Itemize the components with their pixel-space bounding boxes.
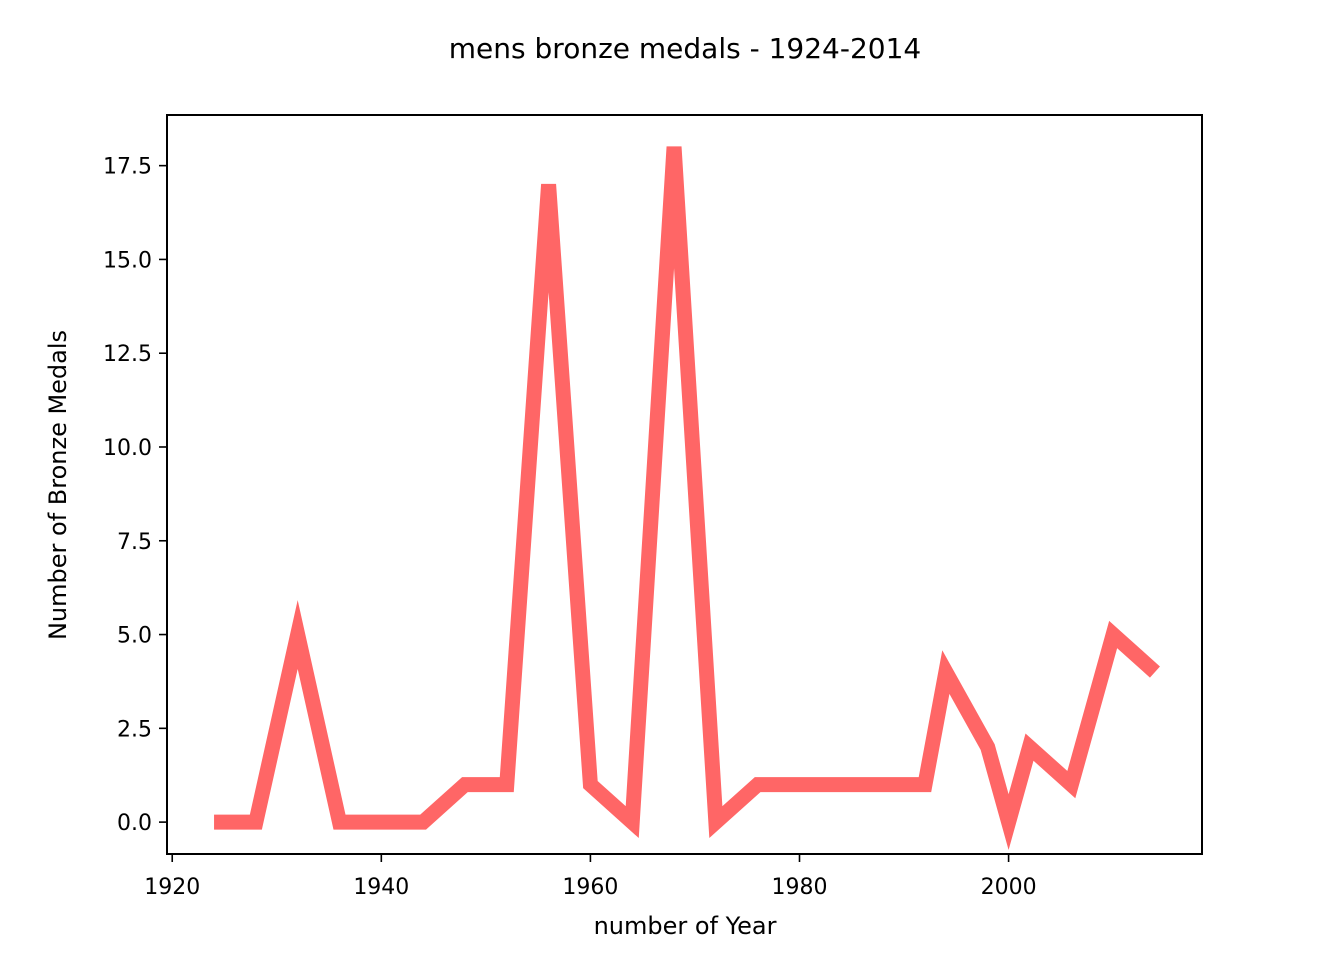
chart-title: mens bronze medals - 1924-2014 — [449, 32, 921, 65]
y-tick-label: 5.0 — [117, 624, 152, 649]
y-tick-label: 15.0 — [103, 248, 152, 273]
x-tick-label: 1920 — [144, 875, 200, 900]
axes: 1920 1940 1960 1980 2000 0.0 2.5 5.0 7.5 10.0 12.5… — [103, 114, 1203, 900]
plot-frame — [166, 114, 1203, 855]
x-tick-label: 1940 — [353, 875, 409, 900]
x-axis-label: number of Year — [594, 912, 777, 940]
x-tick-label: 1960 — [562, 875, 618, 900]
y-tick-label: 12.5 — [103, 342, 152, 367]
y-tick-label: 7.5 — [117, 530, 152, 555]
x-tick-label: 2000 — [981, 875, 1037, 900]
series-line-0 — [214, 146, 1160, 851]
y-tick-label: 2.5 — [117, 717, 152, 742]
x-tick-label: 1980 — [772, 875, 828, 900]
y-axis-label: Number of Bronze Medals — [44, 330, 72, 640]
y-tick-label: 10.0 — [103, 436, 152, 461]
y-tick-label: 0.0 — [117, 811, 152, 836]
y-tick-label: 17.5 — [103, 155, 152, 180]
plot-area — [214, 146, 1160, 851]
